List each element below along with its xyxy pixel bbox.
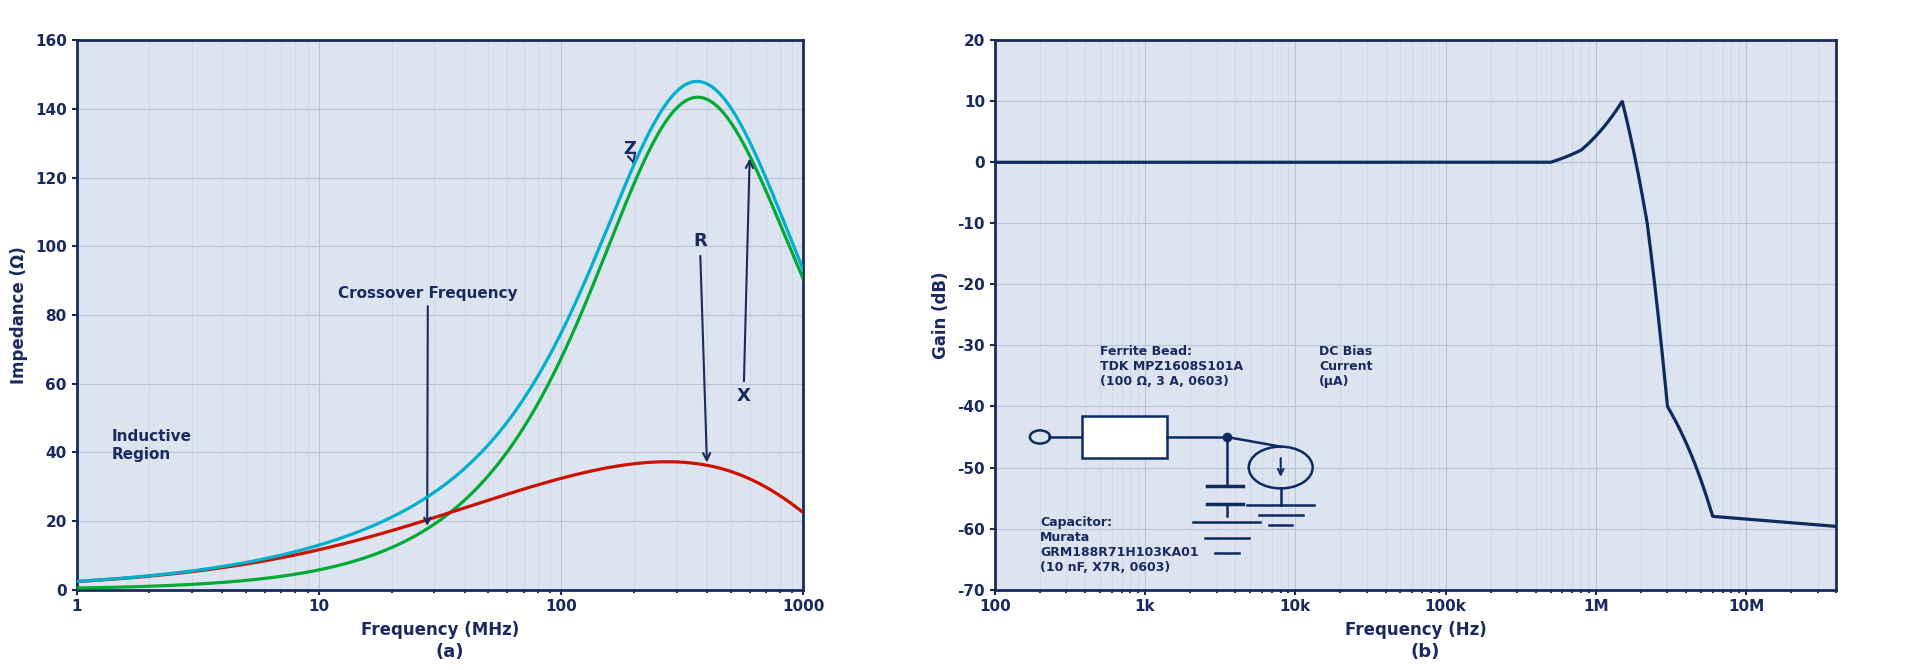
Y-axis label: Impedance (Ω): Impedance (Ω): [10, 246, 29, 384]
Text: Crossover Frequency: Crossover Frequency: [339, 285, 518, 524]
Text: (b): (b): [1410, 643, 1440, 661]
Text: Z: Z: [624, 139, 635, 163]
Text: Inductive
Region: Inductive Region: [113, 429, 191, 462]
Text: Ferrite Bead:
TDK MPZ1608S101A
(100 Ω, 3 A, 0603): Ferrite Bead: TDK MPZ1608S101A (100 Ω, 3…: [1100, 346, 1243, 389]
Text: X: X: [737, 161, 754, 405]
Text: R: R: [693, 232, 710, 460]
Y-axis label: Gain (dB): Gain (dB): [932, 271, 951, 358]
Bar: [1083, 415, 1167, 458]
Text: DC Bias
Current
(μA): DC Bias Current (μA): [1320, 346, 1372, 389]
X-axis label: Frequency (MHz): Frequency (MHz): [362, 621, 518, 639]
Text: Capacitor:
Murata
GRM188R71H103KA01
(10 nF, X7R, 0603): Capacitor: Murata GRM188R71H103KA01 (10 …: [1041, 517, 1199, 574]
Text: (a): (a): [436, 643, 463, 661]
X-axis label: Frequency (Hz): Frequency (Hz): [1345, 621, 1486, 639]
